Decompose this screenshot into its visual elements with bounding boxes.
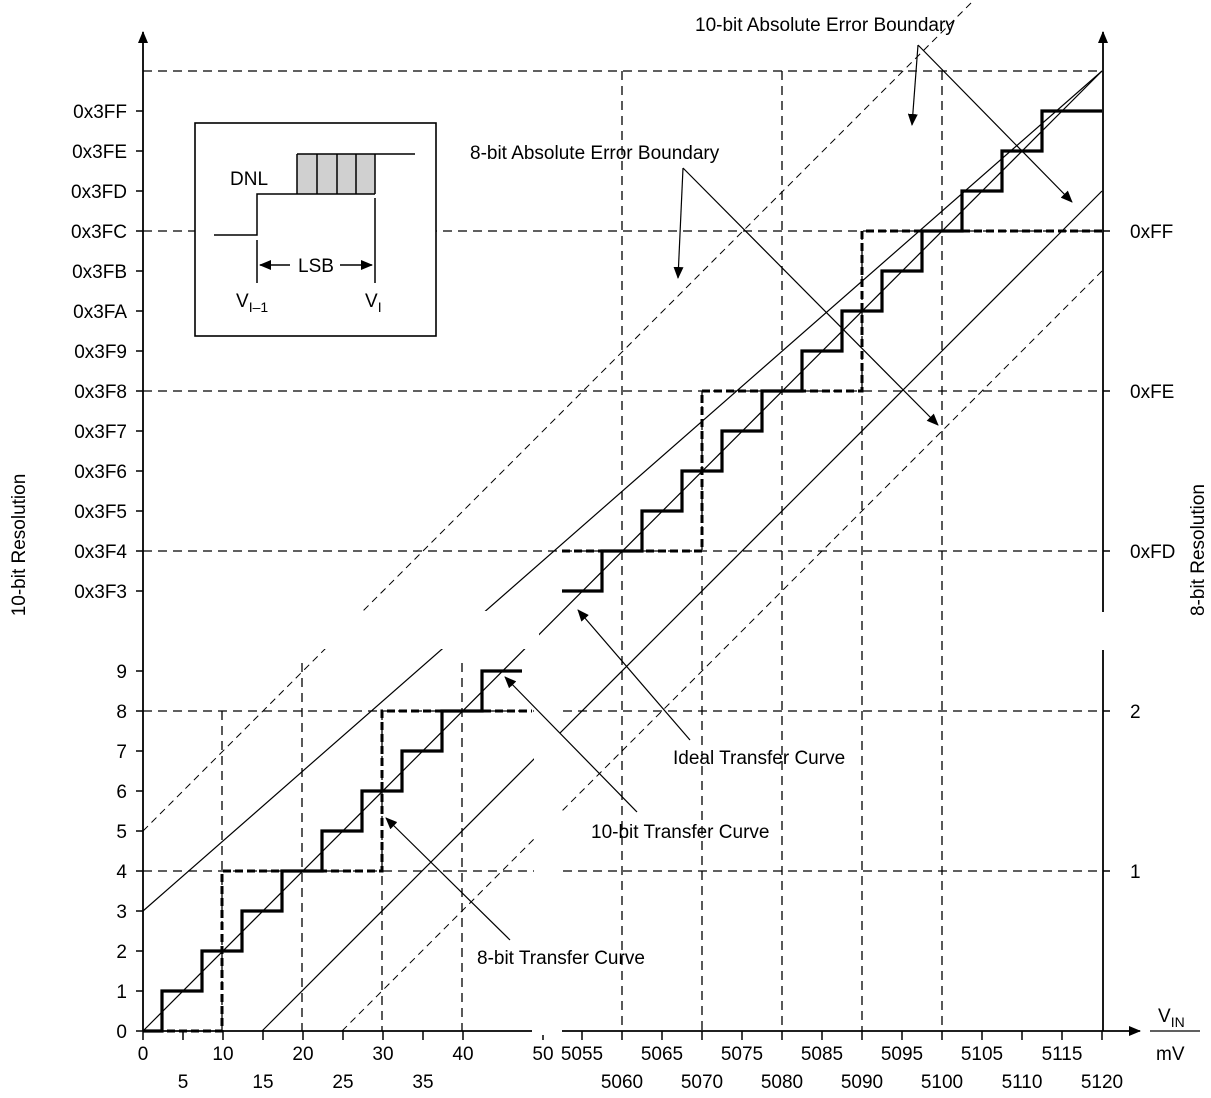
y-tick-label-upper: 0x3F3	[74, 582, 127, 603]
x-tick-label-left-bottom: 15	[252, 1072, 273, 1093]
x-tick-label-left-top: 20	[292, 1044, 313, 1065]
y-tick-label-lower: 1	[116, 982, 127, 1003]
x-unit-mv: mV	[1156, 1044, 1185, 1065]
y-tick-label-upper: 0x3FB	[72, 262, 127, 283]
x-tick-label-right-bottom: 5080	[761, 1072, 803, 1093]
y-tick-label-upper: 0x3F7	[74, 422, 127, 443]
y-tick-label-upper: 0x3F8	[74, 382, 127, 403]
y-tick-label-upper: 0x3F9	[74, 342, 127, 363]
x-tick-label-left-top: 10	[212, 1044, 233, 1065]
tick-labels: 0x3F3 0x3F4 0x3F5 0x3F6 0x3F7 0x3F8 0x3F9 0x3FA…	[71, 102, 1175, 1093]
y-right-tick-label-upper: 0xFD	[1130, 542, 1175, 563]
y-tick-label-upper: 0x3FD	[71, 182, 127, 203]
x-tick-label-right-bottom: 5110	[1002, 1072, 1043, 1093]
x-tick-label-left-top: 50	[532, 1044, 553, 1065]
x-tick-label-left-bottom: 35	[412, 1072, 433, 1093]
x-tick-label-right-top: 5095	[881, 1044, 923, 1065]
abs8-label: 8-bit Absolute Error Boundary	[470, 143, 720, 164]
axis-tick-marks	[136, 110, 1110, 1040]
y-tick-label-upper: 0x3F6	[74, 462, 127, 483]
annotation-arrows	[385, 44, 1073, 941]
y-tick-label-upper: 0x3FC	[71, 222, 127, 243]
v-prev-label: VI–1	[236, 291, 268, 315]
y-right-tick-label-lower: 2	[1130, 702, 1141, 723]
tc8-label: 8-bit Transfer Curve	[477, 948, 645, 969]
v-cur-label: VI	[365, 291, 382, 315]
x-tick-label-right-top: 5085	[801, 1044, 843, 1065]
abs8-boundary-lower	[341, 270, 1103, 1032]
abs10-boundary-lower	[261, 190, 1103, 1032]
abs10-label: 10-bit Absolute Error Boundary	[695, 15, 955, 36]
ideal-label: Ideal Transfer Curve	[673, 748, 845, 769]
abs10-boundary-upper	[142, 70, 1103, 912]
y-tick-label-lower: 8	[116, 702, 127, 723]
y-tick-label-lower: 3	[116, 902, 127, 923]
right-axis-title: 8-bit Resolution	[1188, 484, 1209, 616]
y-right-tick-label-upper: 0xFF	[1130, 222, 1173, 243]
tc10-label: 10-bit Transfer Curve	[591, 822, 769, 843]
y-tick-label-lower: 5	[116, 822, 127, 843]
x-tick-label-right-bottom: 5070	[681, 1072, 723, 1093]
axis-break-gap-x	[534, 640, 560, 1035]
x-tick-label-left-top: 0	[138, 1044, 149, 1065]
left-axis-title: 10-bit Resolution	[9, 474, 30, 617]
dnl-label: DNL	[230, 169, 268, 190]
x-tick-label-left-bottom: 5	[178, 1072, 189, 1093]
y-tick-label-lower: 7	[116, 742, 127, 763]
y-tick-label-lower: 4	[116, 862, 127, 883]
x-tick-label-left-bottom: 25	[332, 1072, 353, 1093]
dnl-inset: DNL LSB VI–1 VI	[194, 122, 437, 337]
y-tick-label-upper: 0x3FA	[73, 302, 127, 323]
y-tick-label-upper: 0x3FF	[73, 102, 127, 123]
axis-break-gap	[144, 611, 539, 649]
x-tick-label-right-top: 5055	[561, 1044, 603, 1065]
x-tick-label-right-top: 5065	[641, 1044, 683, 1065]
y-tick-label-lower: 9	[116, 662, 127, 683]
y-tick-label-lower: 2	[116, 942, 127, 963]
y-tick-label-lower: 0	[116, 1022, 127, 1043]
y-tick-label-upper: 0x3F5	[74, 502, 127, 523]
x-tick-label-left-top: 40	[452, 1044, 473, 1065]
x-tick-label-right-top: 5115	[1042, 1044, 1083, 1065]
x-tick-label-right-bottom: 5120	[1081, 1072, 1123, 1093]
dnl-shaded-region	[297, 154, 375, 194]
axis-break-gap-right	[1094, 611, 1112, 649]
x-unit-vin: VIN	[1158, 1006, 1185, 1030]
abs8-boundary-upper	[142, 0, 975, 832]
x-tick-label-right-bottom: 5060	[601, 1072, 643, 1093]
y-tick-label-lower: 6	[116, 782, 127, 803]
x-tick-label-right-top: 5075	[721, 1044, 763, 1065]
y-tick-label-upper: 0x3FE	[72, 142, 127, 163]
annotation-labels: 10-bit Absolute Error Boundary 8-bit Abs…	[470, 15, 955, 969]
x-tick-label-right-bottom: 5090	[841, 1072, 883, 1093]
x-tick-label-right-bottom: 5100	[921, 1072, 963, 1093]
x-tick-label-right-top: 5105	[961, 1044, 1003, 1065]
lsb-label: LSB	[298, 256, 334, 277]
transfer-curve-10bit	[143, 109, 1102, 1033]
y-right-tick-label-upper: 0xFE	[1130, 382, 1174, 403]
x-tick-label-left-top: 30	[372, 1044, 393, 1065]
y-right-tick-label-lower: 1	[1130, 862, 1141, 883]
y-tick-label-upper: 0x3F4	[74, 542, 127, 563]
